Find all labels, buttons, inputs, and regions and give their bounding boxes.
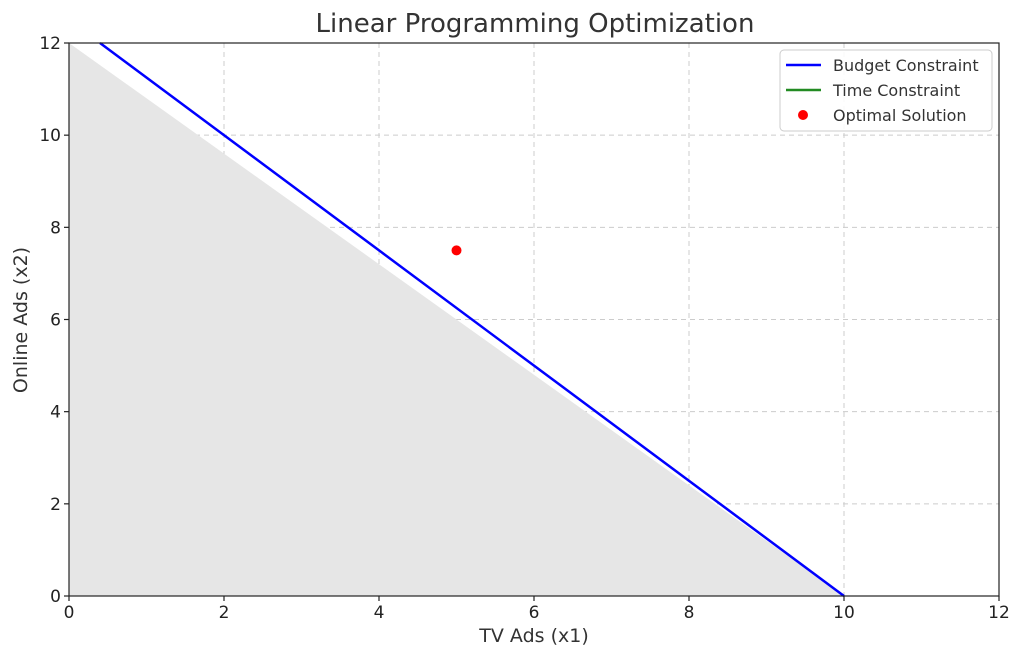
x-axis-label: TV Ads (x1) <box>478 625 588 647</box>
x-tick-label: 8 <box>684 603 695 623</box>
x-axis: 0 2 4 6 8 10 12 <box>64 596 1010 623</box>
series-layer <box>99 41 845 598</box>
legend-label-time: Time Constraint <box>832 81 960 100</box>
chart-title: Linear Programming Optimization <box>316 9 755 39</box>
y-tick-label: 4 <box>50 403 61 423</box>
y-tick-label: 0 <box>50 587 61 607</box>
legend-label-optimal: Optimal Solution <box>833 106 967 125</box>
x-tick-label: 0 <box>64 603 75 623</box>
y-tick-label: 2 <box>50 495 61 515</box>
x-tick-label: 2 <box>219 603 230 623</box>
x-tick-label: 6 <box>529 603 540 623</box>
legend-box <box>779 49 993 132</box>
x-tick-label: 4 <box>374 603 385 623</box>
legend-swatch-optimal <box>798 110 808 120</box>
y-axis: 0 2 4 6 8 10 12 <box>39 34 69 607</box>
y-tick-label: 8 <box>50 218 61 238</box>
y-tick-label: 10 <box>39 126 61 146</box>
optimal-solution-point <box>451 245 462 256</box>
x-tick-label: 12 <box>988 603 1010 623</box>
legend-label-budget: Budget Constraint <box>833 56 979 75</box>
feasible-region <box>69 43 844 596</box>
x-tick-label: 10 <box>833 603 855 623</box>
y-tick-label: 12 <box>39 34 61 54</box>
y-axis-label: Online Ads (x2) <box>10 247 32 393</box>
y-tick-label: 6 <box>50 311 61 331</box>
legend: Budget Constraint Time Constraint Optima… <box>779 49 993 132</box>
series-line-budget <box>99 41 845 598</box>
